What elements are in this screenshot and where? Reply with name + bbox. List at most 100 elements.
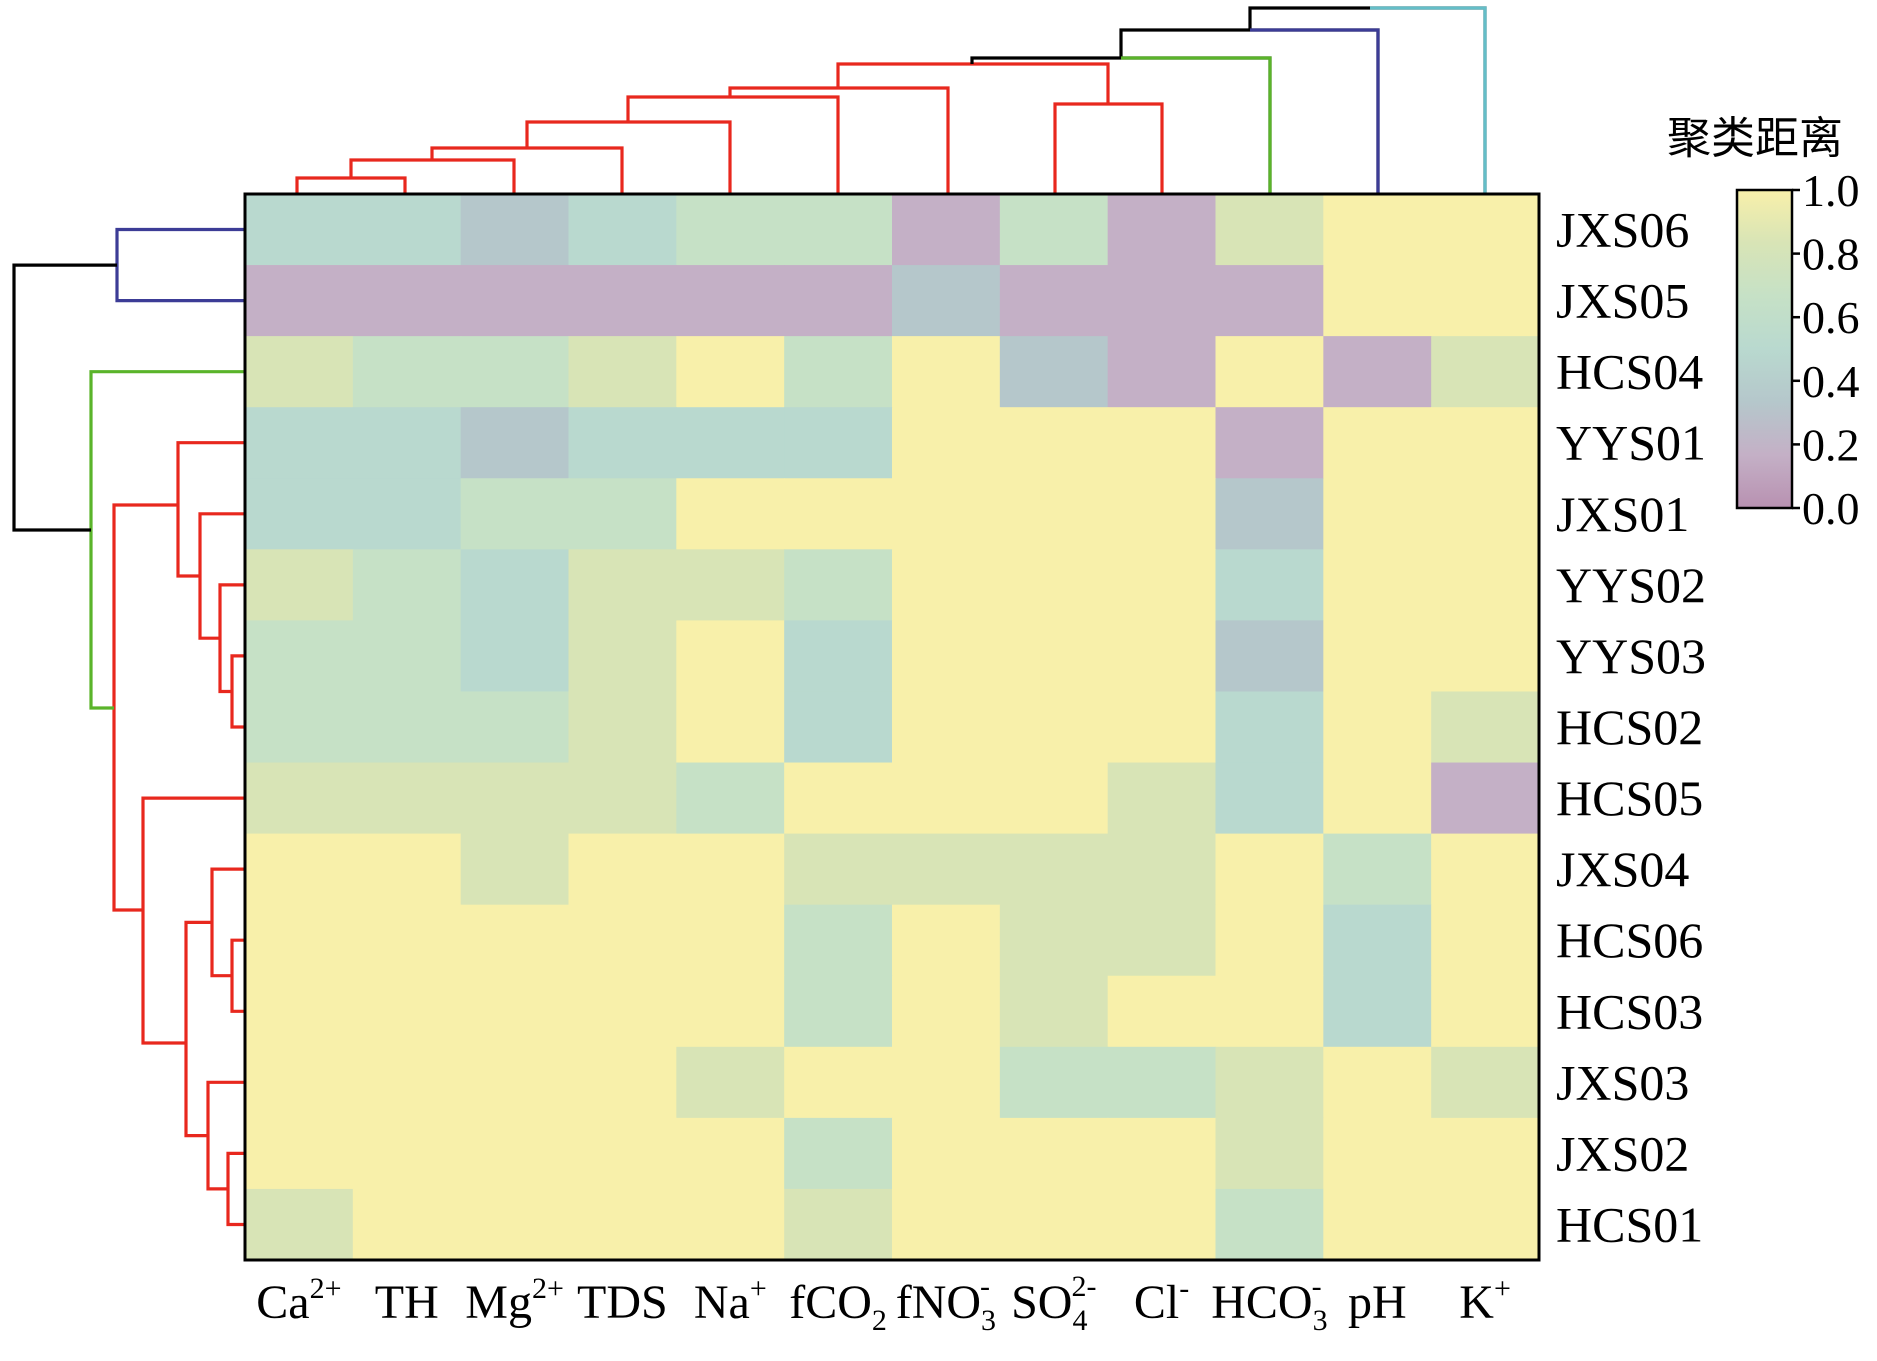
heatmap-cell <box>892 478 1001 550</box>
heatmap-cell <box>892 975 1001 1048</box>
heatmap-cell <box>999 1046 1109 1119</box>
dendrogram-link <box>210 867 245 978</box>
heatmap-cell <box>892 1117 1001 1190</box>
dendrogram-link <box>1248 6 1487 194</box>
dendrogram-link <box>1053 102 1164 194</box>
heatmap-cell <box>676 762 785 835</box>
heatmap-cell <box>1431 1117 1540 1190</box>
heatmap-cell <box>1431 1188 1540 1261</box>
heatmap-cell <box>1323 265 1432 337</box>
heatmap-cell <box>1107 549 1217 621</box>
heatmap-cell <box>352 1046 462 1119</box>
row-label: HCS02 <box>1556 699 1703 755</box>
heatmap-cell <box>1215 336 1324 408</box>
heatmap-cell <box>1323 1188 1432 1261</box>
heatmap-cell <box>1323 904 1432 977</box>
heatmap-cell <box>676 833 785 906</box>
heatmap-cell <box>245 904 354 977</box>
heatmap-cell <box>568 620 677 693</box>
heatmap-cell <box>568 691 677 764</box>
heatmap-cell <box>676 407 785 479</box>
dendrogram-link <box>525 120 732 194</box>
heatmap-cell <box>1215 1046 1324 1119</box>
column-label: HCO3- <box>1211 1270 1327 1337</box>
heatmap-cell <box>892 265 1001 337</box>
dendrogram-link <box>141 796 245 1045</box>
row-label: JXS03 <box>1556 1054 1689 1110</box>
heatmap-cell <box>999 975 1109 1048</box>
heatmap-cell <box>245 549 354 621</box>
heatmap-cell <box>568 1117 677 1190</box>
heatmap-cell <box>568 265 677 337</box>
heatmap-cell <box>676 904 785 977</box>
heatmap-cell <box>1323 478 1432 550</box>
heatmap-cell <box>1323 194 1432 266</box>
heatmap-cell <box>1107 478 1217 550</box>
heatmap-cell <box>892 194 1001 266</box>
column-label: Ca2+ <box>256 1272 341 1329</box>
dendrogram-link <box>430 146 624 194</box>
column-dendrogram <box>295 6 1487 194</box>
dendrogram-link <box>1121 56 1272 194</box>
dendrogram-link <box>295 176 407 194</box>
column-label: Cl- <box>1134 1272 1189 1329</box>
dendrogram-link <box>626 95 840 194</box>
heatmap-cell <box>999 620 1109 693</box>
heatmap-cell <box>352 407 462 479</box>
dendrogram-link <box>12 263 117 532</box>
heatmap-cell <box>1107 407 1217 479</box>
heatmap-cell <box>1107 1046 1217 1119</box>
dendrogram-link <box>230 938 245 1013</box>
heatmap-cell <box>676 478 785 550</box>
row-label: YYS02 <box>1556 557 1706 613</box>
dendrogram-link <box>836 62 1110 104</box>
heatmap-cell <box>1215 904 1324 977</box>
row-label: JXS04 <box>1556 841 1689 897</box>
dendrogram-link <box>198 512 245 640</box>
heatmap-cell <box>1431 407 1540 479</box>
heatmap-cell <box>1323 407 1432 479</box>
heatmap-cell <box>999 1117 1109 1190</box>
heatmap-cell <box>1107 691 1217 764</box>
column-label: K+ <box>1459 1272 1511 1329</box>
heatmap-cell <box>999 336 1109 408</box>
heatmap-cell <box>1323 1117 1432 1190</box>
heatmap-cell <box>1215 833 1324 906</box>
heatmap-cell <box>676 549 785 621</box>
heatmap-cell <box>460 336 570 408</box>
heatmap-cell <box>1107 620 1217 693</box>
colorbar-tick-label: 0.0 <box>1802 483 1860 534</box>
heatmap-cell <box>999 265 1109 337</box>
heatmap-cell <box>784 620 893 693</box>
heatmap-cell <box>1431 194 1540 266</box>
heatmap-cell <box>999 478 1109 550</box>
heatmap-cell <box>460 478 570 550</box>
row-label: HCS03 <box>1556 983 1703 1039</box>
row-label: JXS06 <box>1556 202 1689 258</box>
column-label: Na+ <box>694 1272 767 1329</box>
colorbar-scale <box>1735 188 1794 510</box>
colorbar-tick-label: 0.8 <box>1802 229 1860 280</box>
dendrogram-link <box>89 370 245 710</box>
heatmap-border <box>243 192 1541 1262</box>
heatmap-cell <box>1215 407 1324 479</box>
heatmap-cell <box>460 407 570 479</box>
dendrogram-link <box>230 654 245 729</box>
heatmap-cell <box>784 762 893 835</box>
heatmap-cell <box>1107 1188 1217 1261</box>
heatmap-cell <box>245 620 354 693</box>
column-label: fNO3- <box>896 1270 996 1337</box>
heatmap-cell <box>352 620 462 693</box>
heatmap-cell <box>784 478 893 550</box>
heatmap-cell <box>568 833 677 906</box>
heatmap-cell <box>1107 1117 1217 1190</box>
heatmap-cell <box>784 407 893 479</box>
heatmap-cell <box>892 549 1001 621</box>
heatmap-cell <box>460 194 570 266</box>
dendrogram-link <box>112 503 178 912</box>
heatmap-cell <box>245 265 354 337</box>
heatmap-cell <box>245 407 354 479</box>
heatmap-cell <box>1431 833 1540 906</box>
heatmap-cell <box>1431 336 1540 408</box>
dendrogram-link <box>970 56 1272 194</box>
